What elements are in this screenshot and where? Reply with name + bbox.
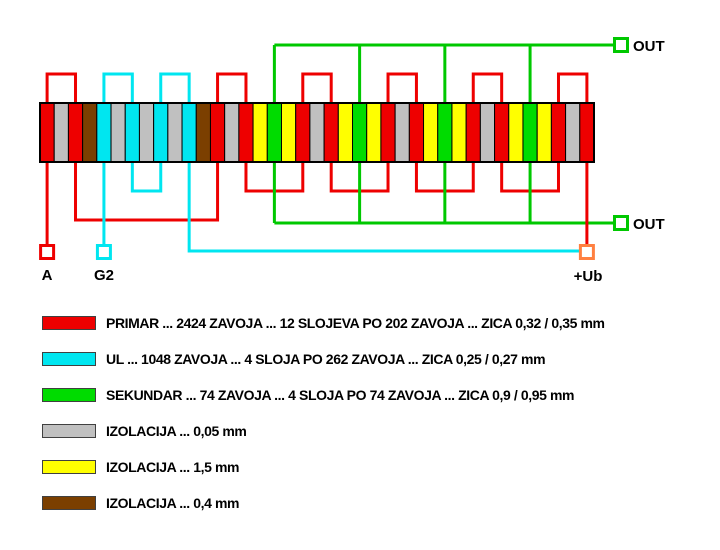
coil-stripe-brown <box>82 102 98 163</box>
coil-stripe-gray <box>167 102 183 163</box>
terminal-out-bottom-label: OUT <box>633 216 665 233</box>
legend-label-sekundar: SEKUNDAR ... 74 ZAVOJA ... 4 SLOJA PO 74… <box>106 387 575 403</box>
coil-outline <box>39 102 595 163</box>
ul-top-loop <box>159 72 191 105</box>
coil-stripe-red <box>465 102 481 163</box>
primary-bottom-long-link <box>74 160 220 222</box>
coil-stripe-red <box>39 102 55 163</box>
legend-swatch-izolacija-005 <box>42 424 96 438</box>
terminal-out-bottom-square <box>613 215 629 231</box>
ul-bottom-loop <box>130 160 163 193</box>
coil-stripe-red <box>67 102 84 163</box>
primary-top-loop <box>386 72 418 105</box>
coil-stripe-green <box>266 102 282 163</box>
coil-stripe-red <box>380 102 396 163</box>
wire-layer-secondary <box>272 43 615 225</box>
coil-stripe-gray <box>309 102 325 163</box>
terminal-g2-square <box>95 244 112 260</box>
primary-top-loop <box>301 72 333 105</box>
coil-stripe-gray <box>53 102 69 163</box>
coil-stripe-red <box>550 102 567 163</box>
winding-diagram-canvas: A G2 +Ub OUT OUT <box>39 37 665 285</box>
primary-top-loop <box>216 72 248 105</box>
coil-stripe-red <box>579 102 595 163</box>
coil-stripe-gray <box>110 102 126 163</box>
legend-label-izolacija-04: IZOLACIJA ... 0,4 mm <box>106 495 240 511</box>
coil-stripe-yellow <box>423 102 439 163</box>
coil-stripe-yellow <box>252 102 268 163</box>
coil-stripe-green <box>437 102 453 163</box>
coil-stripe-red <box>238 102 254 163</box>
terminal-out-top-label: OUT <box>633 38 665 55</box>
coil-stripe-cyan <box>181 102 197 163</box>
legend-item-ul: UL ... 1048 ZAVOJA ... 4 SLOJA PO 262 ZA… <box>42 341 702 377</box>
legend-swatch-sekundar <box>42 388 96 402</box>
terminal-g2-label: G2 <box>94 267 114 284</box>
legend-label-izolacija-005: IZOLACIJA ... 0,05 mm <box>106 423 247 439</box>
coil-stripe-brown <box>195 102 211 163</box>
coil-stripe-gray <box>224 102 240 163</box>
primary-top-loop <box>556 72 589 105</box>
primary-top-loop <box>45 72 78 105</box>
legend-item-sekundar: SEKUNDAR ... 74 ZAVOJA ... 4 SLOJA PO 74… <box>42 377 702 413</box>
legend-swatch-primar <box>42 316 96 330</box>
legend: PRIMAR ... 2424 ZAVOJA ... 12 SLOJEVA PO… <box>42 305 702 521</box>
legend-label-izolacija-15: IZOLACIJA ... 1,5 mm <box>106 459 240 475</box>
primary-top-loop <box>471 72 504 105</box>
legend-item-izolacija-04: IZOLACIJA ... 0,4 mm <box>42 485 702 521</box>
coil-bar <box>39 102 595 163</box>
terminal-ub-label: +Ub <box>574 268 603 285</box>
coil-stripe-cyan <box>124 102 140 163</box>
legend-swatch-izolacija-15 <box>42 460 96 474</box>
coil-stripe-red <box>323 102 339 163</box>
terminal-layer <box>39 37 629 260</box>
coil-stripe-red <box>494 102 510 163</box>
terminal-a-label: A <box>42 267 53 284</box>
legend-item-izolacija-15: IZOLACIJA ... 1,5 mm <box>42 449 702 485</box>
ul-lead-ub-run <box>187 160 581 253</box>
wire-layer-ul <box>102 72 581 253</box>
terminal-a-square <box>39 244 56 260</box>
terminal-out-top-square <box>613 37 629 53</box>
coil-stripe-yellow <box>451 102 467 163</box>
coil-stripe-red <box>295 102 311 163</box>
terminal-ub-square <box>578 244 595 260</box>
coil-stripe-gray <box>565 102 581 163</box>
legend-label-primar: PRIMAR ... 2424 ZAVOJA ... 12 SLOJEVA PO… <box>106 315 605 331</box>
legend-swatch-izolacija-04 <box>42 496 96 510</box>
legend-swatch-ul <box>42 352 96 366</box>
coil-stripe-gray <box>138 102 155 163</box>
coil-stripe-red <box>209 102 226 163</box>
coil-stripe-yellow <box>508 102 524 163</box>
legend-item-primar: PRIMAR ... 2424 ZAVOJA ... 12 SLOJEVA PO… <box>42 305 702 341</box>
coil-stripe-gray <box>394 102 410 163</box>
coil-stripe-green <box>522 102 538 163</box>
ul-top-loop <box>102 72 134 105</box>
coil-stripe-yellow <box>536 102 552 163</box>
coil-stripe-yellow <box>337 102 354 163</box>
legend-item-izolacija-005: IZOLACIJA ... 0,05 mm <box>42 413 702 449</box>
coil-stripe-green <box>352 102 368 163</box>
coil-stripe-yellow <box>366 102 382 163</box>
legend-label-ul: UL ... 1048 ZAVOJA ... 4 SLOJA PO 262 ZA… <box>106 351 546 367</box>
coil-stripe-yellow <box>280 102 297 163</box>
coil-stripe-cyan <box>96 102 112 163</box>
coil-stripe-gray <box>479 102 496 163</box>
coil-stripe-cyan <box>153 102 169 163</box>
coil-stripe-red <box>408 102 425 163</box>
